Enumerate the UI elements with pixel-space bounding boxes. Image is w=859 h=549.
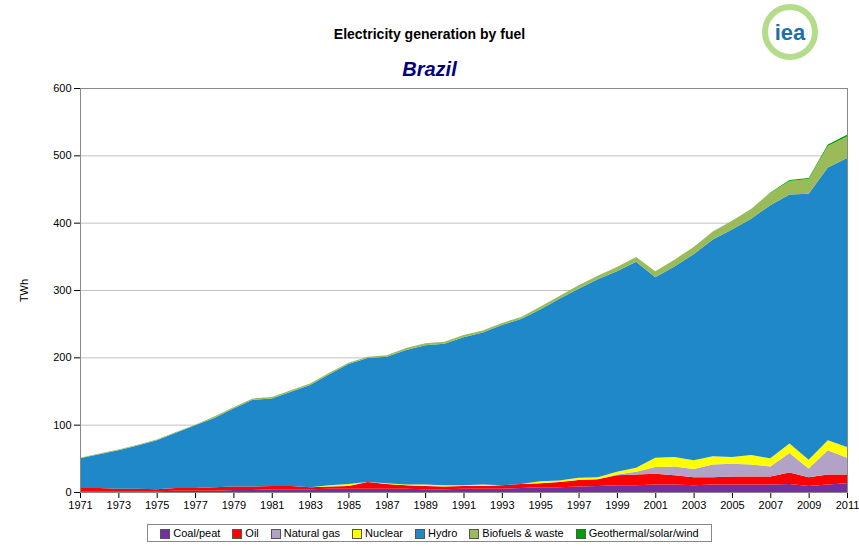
svg-text:1979: 1979 — [222, 499, 246, 511]
html-text:Coal/peat: Coal/peat — [173, 527, 221, 539]
svg-text:2001: 2001 — [644, 499, 668, 511]
svg-text:1997: 1997 — [567, 499, 591, 511]
svg-text:2011: 2011 — [836, 499, 859, 511]
html-text:Natural gas: Natural gas — [283, 527, 341, 539]
svg-text:1993: 1993 — [490, 499, 514, 511]
html-text:Biofuels & waste: Biofuels & waste — [482, 527, 564, 539]
svg-text:600: 600 — [53, 82, 71, 94]
svg-text:1985: 1985 — [337, 499, 361, 511]
svg-text:TWh: TWh — [18, 279, 30, 302]
svg-text:1981: 1981 — [260, 499, 284, 511]
svg-text:2007: 2007 — [759, 499, 783, 511]
svg-text:1983: 1983 — [298, 499, 322, 511]
svg-text:500: 500 — [53, 149, 71, 161]
svg-text:100: 100 — [53, 419, 71, 431]
svg-text:1995: 1995 — [528, 499, 552, 511]
svg-text:2009: 2009 — [797, 499, 821, 511]
html-text:Oil: Oil — [245, 527, 259, 539]
svg-text:1973: 1973 — [107, 499, 131, 511]
svg-text:iea: iea — [775, 20, 806, 45]
html-text:Geothermal/solar/wind: Geothermal/solar/wind — [588, 527, 699, 539]
html-text:Nuclear: Nuclear — [365, 527, 403, 539]
svg-text:2003: 2003 — [682, 499, 706, 511]
svg-text:300: 300 — [53, 284, 71, 296]
svg-text:1991: 1991 — [452, 499, 476, 511]
html-text:Hydro: Hydro — [428, 527, 458, 539]
svg-text:2005: 2005 — [720, 499, 744, 511]
svg-text:1989: 1989 — [413, 499, 437, 511]
svg-text:200: 200 — [53, 351, 71, 363]
svg-text:1971: 1971 — [68, 499, 92, 511]
svg-text:0: 0 — [65, 486, 71, 498]
svg-text:1975: 1975 — [145, 499, 169, 511]
svg-text:1999: 1999 — [605, 499, 629, 511]
svg-text:1987: 1987 — [375, 499, 399, 511]
svg-text:1977: 1977 — [183, 499, 207, 511]
html-text:Brazil: Brazil — [402, 58, 457, 80]
html-text:Electricity generation by fuel: Electricity generation by fuel — [333, 26, 526, 42]
svg-text:400: 400 — [53, 217, 71, 229]
